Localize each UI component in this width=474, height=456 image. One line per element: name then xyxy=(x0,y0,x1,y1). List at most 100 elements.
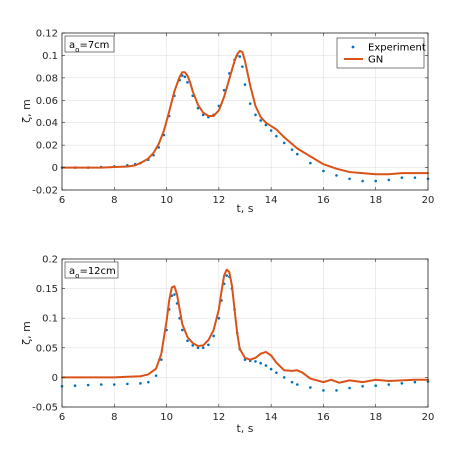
bottom-chart-series-experiment-point xyxy=(73,384,77,387)
top-chart-series-experiment-point xyxy=(241,65,244,68)
top-chart-series-experiment-point xyxy=(259,119,262,122)
bottom-chart-series-experiment-point xyxy=(207,343,210,347)
bottom-chart-y-tick-label: -0.05 xyxy=(32,403,58,414)
bottom-chart-series-experiment-point xyxy=(196,346,200,350)
bottom-chart-series-experiment-point xyxy=(254,360,257,363)
bottom-chart-y-tick-label: 0.05 xyxy=(36,343,58,354)
bottom-chart-series-experiment-point xyxy=(86,383,90,387)
top-chart-series-experiment-point xyxy=(238,55,242,58)
top-chart-y-tick-label: 0.02 xyxy=(36,141,58,152)
bottom-chart-series-experiment-point xyxy=(217,316,221,320)
top-chart-x-tick-label: 6 xyxy=(59,195,65,206)
top-chart-y-tick-label: -0.02 xyxy=(32,186,58,197)
bottom-chart-series-experiment-point xyxy=(309,386,312,389)
bottom-chart-series-experiment-point xyxy=(173,293,176,296)
top-chart-series-experiment-point xyxy=(348,177,351,181)
amplitude-label-text: ao=12cm xyxy=(69,266,116,280)
top-chart-y-tick-label: 0.12 xyxy=(36,29,58,40)
top-chart-series-experiment-point xyxy=(290,148,294,151)
top-chart-series-experiment-point xyxy=(387,178,391,182)
top-chart-series-experiment-point xyxy=(295,152,299,156)
bottom-chart-series-experiment-point xyxy=(186,339,189,343)
amplitude-label-text: ao=7cm xyxy=(69,40,109,54)
bottom-chart-amplitude-label: ao=12cm xyxy=(64,261,119,280)
bottom-chart-series-experiment-point xyxy=(112,383,116,386)
bottom-chart-series-experiment-point xyxy=(290,380,294,384)
bottom-chart-series-experiment-point xyxy=(322,389,325,392)
bottom-chart-series-experiment-point xyxy=(348,386,351,390)
bottom-chart-x-tick-label: 20 xyxy=(422,412,435,423)
top-chart-series-experiment-point xyxy=(254,113,257,117)
top-chart-series-experiment-point xyxy=(282,141,286,145)
bottom-chart-series-experiment-point xyxy=(282,376,286,379)
legend: Experiment GN xyxy=(336,37,426,69)
bottom-chart-y-tick-label: 0.1 xyxy=(42,314,58,325)
top-chart-series-experiment-point xyxy=(413,176,417,179)
top-chart-series-experiment-point xyxy=(186,81,189,84)
top-chart-series-experiment-point xyxy=(335,174,338,177)
bottom-chart-series-experiment-point xyxy=(146,380,150,384)
bottom-chart-series-experiment-point xyxy=(413,380,417,384)
bottom-chart-y-axis-label: ζ, m xyxy=(20,321,33,345)
bottom-chart-series-experiment-point xyxy=(335,389,338,392)
top-chart-x-axis-label: t, s xyxy=(236,202,253,215)
top-chart-series-experiment-point xyxy=(269,129,273,132)
bottom-chart-series-experiment-point xyxy=(180,328,184,332)
top-chart-series-gn-line xyxy=(61,49,429,176)
legend-label-gn: GN xyxy=(368,55,383,66)
top-chart-series-experiment-point xyxy=(361,179,364,183)
legend-marker-experiment xyxy=(351,45,355,49)
top-chart-y-tick-label: 0.04 xyxy=(36,118,58,129)
top-chart-x-tick-label: 12 xyxy=(212,195,225,206)
top-chart-axes-frame xyxy=(61,32,429,191)
top-chart-series-experiment-point xyxy=(183,75,187,79)
top-chart-y-tick-label: 0.08 xyxy=(36,73,58,84)
amplitude-label-box xyxy=(64,261,119,279)
bottom-chart-y-tick-label: 0.2 xyxy=(42,255,58,266)
bottom-chart-x-tick-label: 14 xyxy=(265,412,278,423)
legend-label-experiment: Experiment xyxy=(368,43,426,54)
bottom-chart-series-experiment-point xyxy=(275,371,278,374)
top-chart-x-tick-label: 14 xyxy=(265,195,278,206)
bottom-chart-series-experiment-point xyxy=(99,383,103,386)
bottom-chart-ticks: 6 8 10 12 14 16 18 20 -0.05 0 0.05 0.1 0.15 0.2 xyxy=(32,255,434,424)
top-chart-y-axis-label: ζ, m xyxy=(20,99,33,123)
bottom-chart-series-experiment-point xyxy=(269,367,273,371)
top-chart-x-tick-label: 16 xyxy=(317,195,330,206)
top-chart-series xyxy=(60,49,430,183)
bottom-chart-series-experiment-point xyxy=(191,344,195,347)
top-chart-series-experiment-point xyxy=(275,134,278,138)
top-chart-y-tick-label: 0.06 xyxy=(36,96,58,107)
top-chart-series-experiment-point xyxy=(322,169,325,173)
top-chart-series-experiment-point xyxy=(374,179,378,183)
bottom-chart-series-experiment-point xyxy=(264,364,268,367)
legend-box xyxy=(336,37,425,69)
bottom-chart-series-experiment-point xyxy=(374,384,378,387)
top-chart-ticks: 6 8 10 12 14 16 18 20 -0.02 0 0.02 0.04 0.06 0.08 0.1 0… xyxy=(32,29,434,207)
top-chart-series-experiment-point xyxy=(309,161,312,165)
top-chart-series-experiment-point xyxy=(248,102,252,105)
top-chart-series-experiment-point xyxy=(222,88,226,92)
bottom-chart-x-tick-label: 8 xyxy=(111,412,117,423)
bottom-chart-x-tick-label: 18 xyxy=(369,412,382,423)
top-chart-y-tick-label: 0.1 xyxy=(42,51,58,62)
bottom-chart-series-experiment-point xyxy=(154,374,158,377)
bottom-chart-x-tick-label: 6 xyxy=(59,412,65,423)
top-chart-x-tick-label: 20 xyxy=(422,195,435,206)
top-chart-amplitude-label: ao=7cm xyxy=(64,35,115,54)
bottom-chart-series-experiment-point xyxy=(259,361,262,365)
bottom-chart-series-experiment-point xyxy=(126,382,129,386)
bottom-chart-series-experiment-point xyxy=(387,383,391,386)
bottom-chart-y-tick-label: 0 xyxy=(52,373,58,384)
bottom-chart-series xyxy=(60,268,430,392)
bottom-chart-y-tick-label: 0.15 xyxy=(36,284,58,295)
bottom-chart-x-tick-label: 12 xyxy=(212,412,225,423)
bottom-chart-panel: 6 8 10 12 14 16 18 20 -0.05 0 0.05 0.1 0.15 0.2 ao=12… xyxy=(20,255,434,436)
bottom-chart-series-experiment-point xyxy=(400,382,404,385)
bottom-chart-series-experiment-point xyxy=(295,383,299,386)
bottom-chart-series-experiment-point xyxy=(225,274,228,277)
top-chart-series-experiment-point xyxy=(400,176,404,179)
bottom-chart-series-experiment-point xyxy=(212,334,215,338)
bottom-chart-series-experiment-point xyxy=(201,346,205,350)
